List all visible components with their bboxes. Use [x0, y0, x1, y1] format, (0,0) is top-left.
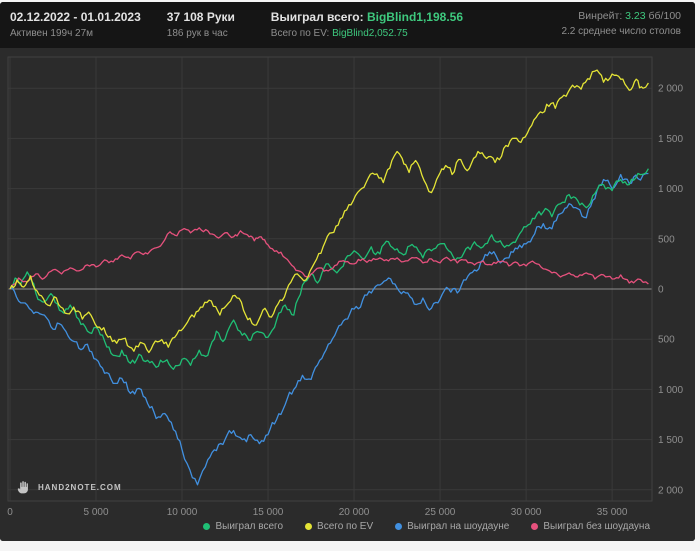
app-window: 02.12.2022 - 01.01.2023 Активен 199ч 27м…	[0, 2, 695, 541]
avg-tables: 2.2 среднее число столов	[561, 26, 681, 37]
hands-block: 37 108 Руки 186 рук в час	[167, 10, 245, 39]
won-total-label: Выиграл всего:	[270, 10, 364, 24]
y-axis-label: 2 000	[658, 485, 683, 496]
y-axis-label: 500	[658, 335, 675, 346]
chart-legend: Выиграл всего Всего по EV Выиграл на шоуда…	[203, 521, 650, 532]
legend-item[interactable]: Выиграл на шоудауне	[395, 521, 509, 532]
series-line-1	[9, 168, 649, 370]
ev-label: Всего по EV:	[270, 28, 330, 39]
y-axis-label: 0	[658, 285, 664, 296]
date-range-block[interactable]: 02.12.2022 - 01.01.2023 Активен 199ч 27м	[10, 10, 141, 39]
hand-icon	[17, 481, 28, 494]
y-axis-label: 1 000	[658, 184, 683, 195]
x-axis-label: 35 000	[597, 507, 628, 518]
winrate-label: Винрейт:	[578, 10, 623, 22]
x-axis-label: 25 000	[425, 507, 456, 518]
y-axis-label: 1 000	[658, 385, 683, 396]
won-total-value: BigBlind1,198.56	[366, 10, 464, 24]
x-axis-label: 15 000	[253, 507, 284, 518]
x-axis-label: 20 000	[339, 507, 370, 518]
winnings-chart[interactable]: 0 5 000 10 000 15 000 20 000 25 000 30 000 35 0…	[0, 2, 695, 541]
legend-dot	[203, 523, 211, 530]
y-axis-label: 500	[658, 234, 675, 245]
chart-area	[0, 48, 695, 541]
x-axis-label: 0	[7, 507, 13, 518]
legend-dot	[305, 523, 313, 530]
legend-dot	[395, 523, 403, 530]
legend-label: Выиграл на шоудауне	[407, 521, 510, 532]
date-range[interactable]: 02.12.2022 - 01.01.2023	[10, 10, 141, 24]
series-line-3	[9, 172, 649, 486]
legend-label: Выиграл без шоудауна	[543, 521, 650, 532]
plot-border	[7, 56, 653, 502]
x-axis-label: 10 000	[167, 507, 198, 518]
legend-item[interactable]: Выиграл без шоудауна	[531, 521, 650, 532]
y-axis-label: 1 500	[658, 435, 683, 446]
series-line-4	[9, 227, 649, 290]
winnings-block: Выиграл всего: BigBlind1,198.56 Всего по…	[271, 10, 463, 39]
hands-count: 37 108 Руки	[166, 10, 235, 24]
hand2note-logo: HAND2NOTE.COM	[16, 479, 122, 495]
ev-value: BigBlind2,052.75	[332, 28, 408, 39]
active-time: Активен 199ч 27м	[10, 28, 94, 39]
winrate-value: 3.23	[625, 10, 646, 22]
winrate-block: Винрейт: 3.23 бб/100 2.2 среднее число с…	[561, 10, 681, 37]
legend-item[interactable]: Выиграл всего	[203, 521, 283, 532]
winrate-unit: бб/100	[648, 10, 681, 22]
legend-item[interactable]: Всего по EV	[305, 521, 373, 532]
legend-dot	[531, 523, 539, 530]
y-axis-label: 2 000	[658, 84, 683, 95]
legend-label: Всего по EV	[317, 521, 374, 532]
y-axis-label: 1 500	[658, 134, 683, 145]
stats-header: 02.12.2022 - 01.01.2023 Активен 199ч 27м…	[0, 2, 695, 48]
legend-label: Выиграл всего	[215, 521, 284, 532]
x-axis-label: 30 000	[511, 507, 542, 518]
logo-text: HAND2NOTE.COM	[38, 482, 122, 492]
series-line-2	[9, 69, 649, 354]
hands-per-hour: 186 рук в час	[166, 28, 228, 39]
x-axis-label: 5 000	[83, 507, 108, 518]
